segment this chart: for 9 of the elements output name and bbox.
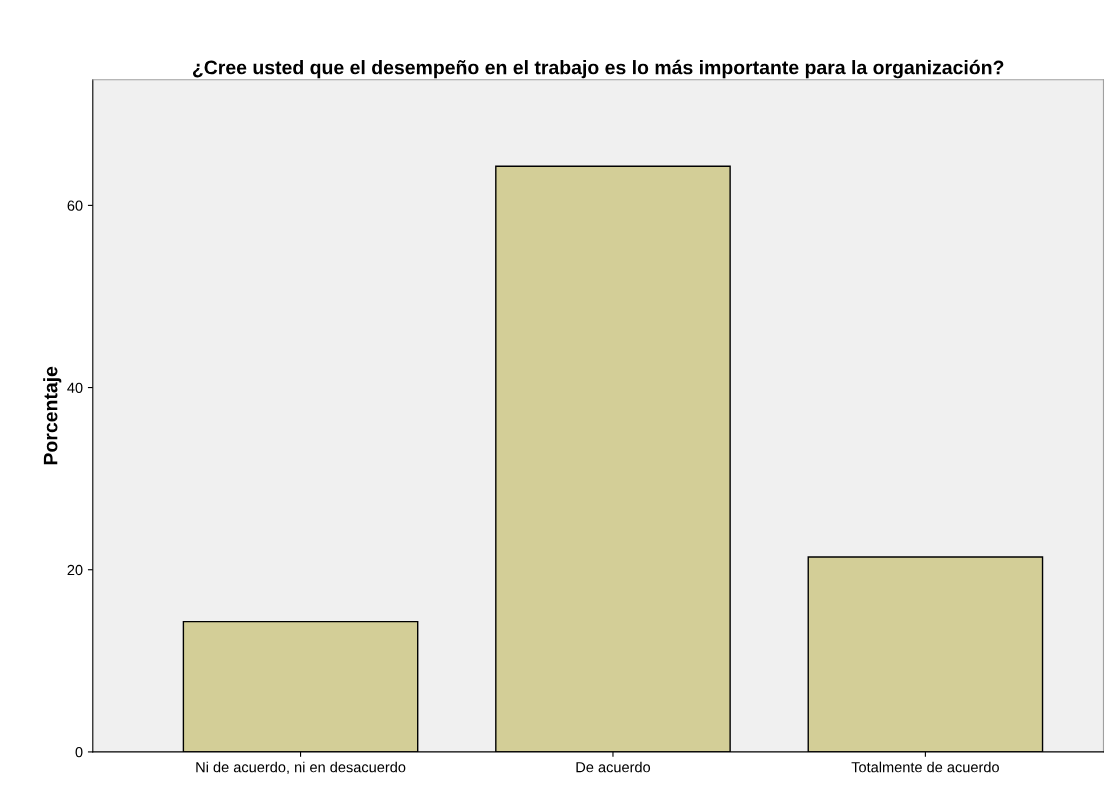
y-axis-title: Porcentaje [43, 366, 62, 465]
x-tick-label: Totalmente de acuerdo [851, 761, 999, 773]
y-tick-label: 20 [67, 564, 83, 576]
x-tick-label: De acuerdo [576, 761, 651, 773]
y-tick-label: 40 [67, 382, 83, 393]
x-tick-label: Ni de acuerdo, ni en desacuerdo [196, 761, 406, 775]
chart-title: ¿Cree usted que el desempeño en el trabajo es lo más importante para la organización? [192, 59, 1004, 79]
y-tick-label: 0 [75, 747, 83, 758]
y-tick-label: 60 [67, 200, 83, 211]
